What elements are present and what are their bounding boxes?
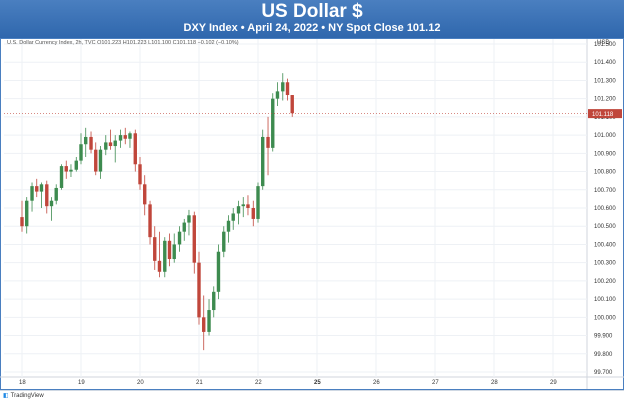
candle-body bbox=[236, 206, 241, 214]
candle-body bbox=[202, 317, 206, 332]
candle-body bbox=[123, 135, 127, 139]
candle-body bbox=[49, 200, 54, 207]
candle-body bbox=[157, 260, 162, 272]
candle-body bbox=[143, 184, 147, 205]
y-tick-label: 101.000 bbox=[594, 133, 616, 139]
candle-body bbox=[25, 200, 29, 227]
candle-body bbox=[104, 142, 108, 150]
candle-body bbox=[74, 160, 78, 170]
series-label: U.S. Dollar Currency Index, 2h, TVC O101… bbox=[7, 40, 239, 46]
candle-body bbox=[231, 213, 235, 221]
candle-body bbox=[275, 91, 280, 99]
candle-body bbox=[113, 140, 117, 147]
y-tick-label: 100.900 bbox=[594, 151, 616, 157]
candle-body bbox=[192, 215, 196, 263]
candle-body bbox=[98, 149, 103, 172]
candle-body bbox=[266, 136, 270, 148]
candle-body bbox=[30, 186, 34, 201]
candle-body bbox=[39, 184, 44, 192]
candle-body bbox=[226, 220, 231, 232]
y-tick-label: 100.700 bbox=[594, 188, 616, 194]
footer: ◧ TradingView bbox=[0, 390, 624, 403]
y-tick-label: 100.800 bbox=[594, 170, 616, 176]
candle-body bbox=[281, 82, 285, 92]
page-subtitle: DXY Index • April 24, 2022 • NY Spot Clo… bbox=[183, 22, 441, 34]
candle-body bbox=[212, 291, 216, 311]
y-tick-label: 100.400 bbox=[594, 242, 616, 248]
y-tick-label: 101.200 bbox=[594, 97, 616, 103]
last-price-tag bbox=[588, 109, 622, 119]
candle-body bbox=[138, 164, 142, 185]
y-tick-label: 100.500 bbox=[594, 224, 616, 230]
y-tick-label: 100.100 bbox=[594, 297, 616, 303]
candle-body bbox=[79, 144, 83, 161]
candle-body bbox=[241, 204, 245, 207]
y-tick-label: 101.500 bbox=[594, 42, 616, 48]
candle-body bbox=[167, 240, 172, 260]
brand-label: TradingView bbox=[10, 393, 44, 399]
candle-body bbox=[54, 187, 58, 201]
y-tick-label: 100.300 bbox=[594, 261, 616, 267]
candle-body bbox=[216, 251, 221, 292]
candle-body bbox=[271, 98, 275, 148]
candle-body bbox=[69, 169, 73, 172]
candle-body bbox=[64, 166, 68, 172]
candle-body bbox=[153, 237, 157, 261]
candle-body bbox=[45, 184, 49, 207]
tradingview-logo: ◧ TradingView bbox=[3, 392, 44, 399]
x-tick-label: 20 bbox=[137, 380, 144, 386]
candle-body bbox=[163, 240, 167, 272]
x-tick-label: 27 bbox=[432, 380, 439, 386]
x-tick-label: 25 bbox=[314, 380, 321, 386]
x-tick-label: 18 bbox=[19, 380, 26, 386]
candle-body bbox=[133, 133, 137, 165]
axis-layer: 99.700 99.800 99.900 100.000 100.100 100.200 1… bbox=[4, 42, 622, 386]
candle-body bbox=[128, 133, 132, 139]
tradingview-logo-icon: ◧ bbox=[3, 393, 9, 399]
candle-body bbox=[20, 217, 24, 227]
candle-body bbox=[222, 231, 226, 252]
candle-body bbox=[285, 82, 290, 96]
candle-body bbox=[187, 215, 191, 223]
x-tick-label: 21 bbox=[196, 380, 203, 386]
y-tick-label: 100.600 bbox=[594, 206, 616, 212]
candle-body bbox=[89, 136, 93, 150]
currency-label: USD bbox=[597, 40, 610, 46]
x-tick-label: 29 bbox=[550, 380, 557, 386]
y-tick-label: 101.300 bbox=[594, 78, 616, 84]
y-tick-label: 99.800 bbox=[594, 352, 613, 358]
candle-layer bbox=[20, 73, 294, 351]
candle-body bbox=[290, 95, 294, 114]
x-tick-label: 28 bbox=[491, 380, 498, 386]
y-tick-label: 99.700 bbox=[594, 370, 613, 376]
y-tick-label: 101.400 bbox=[594, 60, 616, 66]
candle-body bbox=[148, 204, 152, 238]
grid-layer bbox=[0, 39, 624, 389]
y-tick-label: 100.000 bbox=[594, 315, 616, 321]
y-tick-label: 99.900 bbox=[594, 334, 613, 340]
candle-body bbox=[118, 135, 123, 141]
candle-body bbox=[84, 136, 88, 145]
y-tick-label: 100.200 bbox=[594, 279, 616, 285]
candle-body bbox=[108, 142, 113, 147]
header-banner: US Dollar $ DXY Index • April 24, 2022 •… bbox=[0, 0, 624, 38]
candle-body bbox=[177, 231, 182, 245]
candle-body bbox=[172, 244, 176, 260]
page-title: US Dollar $ bbox=[261, 1, 363, 22]
candle-body bbox=[35, 186, 39, 192]
x-tick-label: 26 bbox=[373, 380, 380, 386]
candle-body bbox=[251, 208, 255, 219]
candle-body bbox=[261, 136, 265, 187]
last-price-label: 101.118 bbox=[592, 112, 614, 118]
candle-body bbox=[94, 149, 98, 172]
candle-body bbox=[197, 262, 201, 318]
x-tick-label: 19 bbox=[78, 380, 85, 386]
candle-body bbox=[246, 204, 250, 208]
candle-body bbox=[256, 186, 260, 219]
x-tick-label: 22 bbox=[255, 380, 262, 386]
candle-body bbox=[182, 222, 186, 232]
candle-body bbox=[207, 310, 211, 332]
candle-body bbox=[59, 166, 64, 188]
